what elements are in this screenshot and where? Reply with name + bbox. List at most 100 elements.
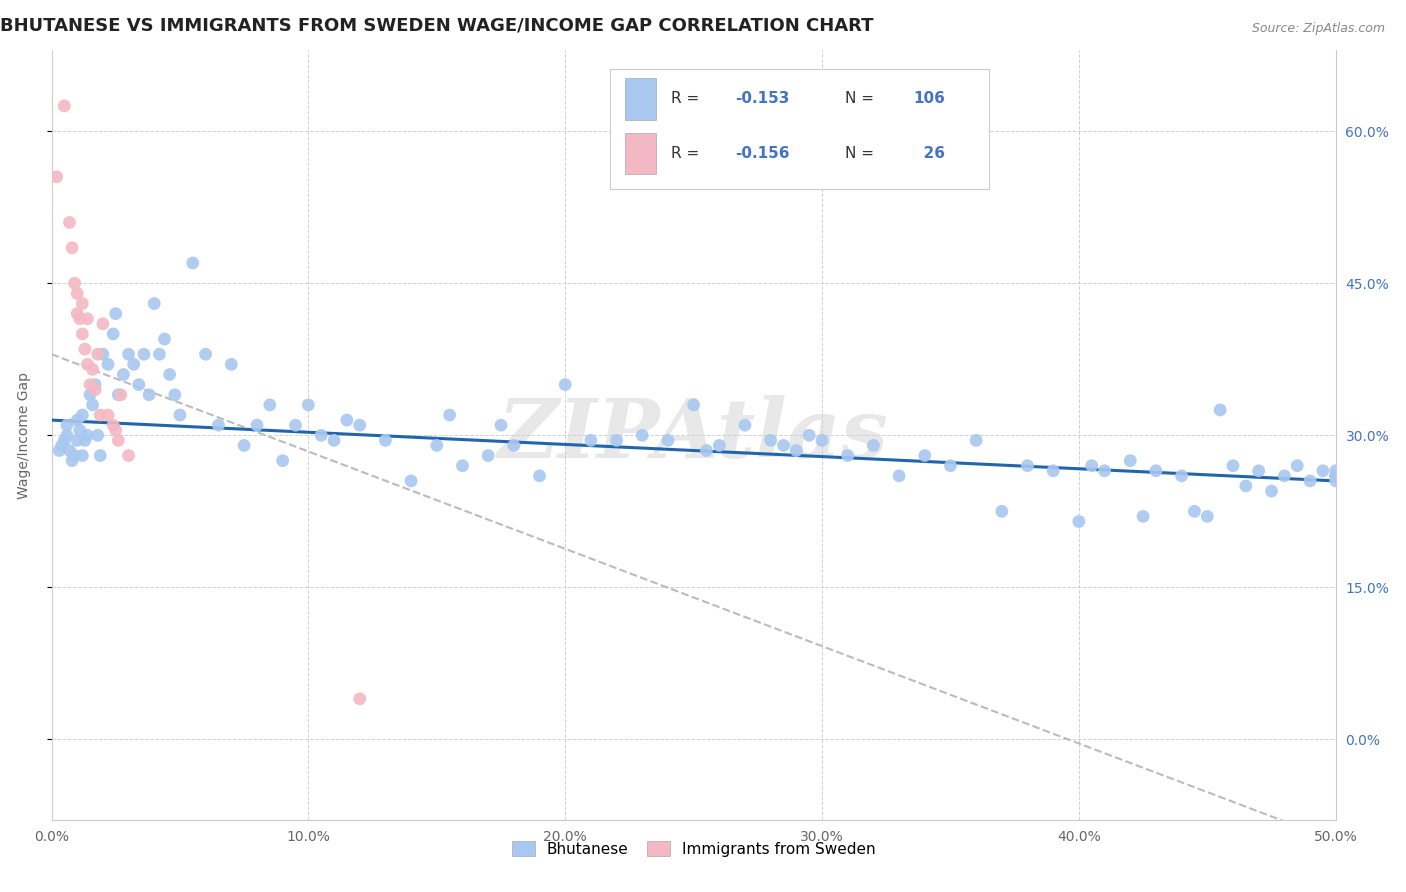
Point [1094,464,1116,478]
Point [709,438,731,452]
Point [79,377,101,392]
Point [73,434,96,448]
Point [63,277,86,291]
Point [1080,458,1102,473]
Point [374,434,396,448]
Point [89,408,111,422]
Point [554,377,576,392]
Point [117,449,139,463]
Point [579,434,602,448]
Point [132,347,155,361]
Point [399,474,422,488]
Point [101,326,124,341]
Point [56,418,79,433]
Point [1324,468,1347,483]
Point [1312,464,1334,478]
Point [451,458,474,473]
Point [1209,403,1232,417]
Point [284,418,307,433]
Point [87,428,110,442]
Point [72,408,94,422]
Point [349,691,371,706]
Point [1324,474,1347,488]
Point [66,413,89,427]
Point [104,423,127,437]
Point [682,398,704,412]
Point [233,438,256,452]
Point [965,434,987,448]
Point [1272,468,1295,483]
Point [69,423,91,437]
Point [112,368,135,382]
Point [91,317,114,331]
Point [76,357,98,371]
Point [349,418,371,433]
Point [939,458,962,473]
Point [811,434,834,448]
Point [323,434,346,448]
Point [63,449,86,463]
Point [799,428,821,442]
Point [66,434,89,448]
Point [159,368,181,382]
Point [82,398,104,412]
Point [426,438,449,452]
Point [759,434,782,448]
Point [502,438,524,452]
Point [657,434,679,448]
Y-axis label: Wage/Income Gap: Wage/Income Gap [17,372,31,499]
Point [1299,474,1322,488]
Point [89,449,111,463]
Point [1234,479,1257,493]
Point [297,398,319,412]
Point [529,468,551,483]
Point [79,388,101,402]
Point [1132,509,1154,524]
Point [82,362,104,376]
Text: ZIPAtlas: ZIPAtlas [498,395,889,475]
Point [110,388,132,402]
Point [1286,458,1309,473]
Point [138,388,160,402]
Point [58,443,80,458]
Point [69,311,91,326]
Point [143,296,166,310]
Legend: Bhutanese, Immigrants from Sweden: Bhutanese, Immigrants from Sweden [506,835,882,863]
Point [695,443,717,458]
Point [76,428,98,442]
Point [1042,464,1064,478]
Point [1184,504,1206,518]
Text: Source: ZipAtlas.com: Source: ZipAtlas.com [1251,22,1385,36]
Point [66,286,89,301]
Point [207,418,229,433]
Point [60,241,83,255]
Point [914,449,936,463]
Point [128,377,150,392]
Point [336,413,359,427]
Point [309,428,332,442]
Point [259,398,281,412]
Point [48,443,70,458]
Point [84,383,107,397]
Point [1260,484,1282,499]
Point [148,347,170,361]
Point [1119,453,1142,467]
Point [163,388,186,402]
Point [45,169,67,184]
Point [271,453,294,467]
Point [194,347,217,361]
Point [97,408,120,422]
Point [606,434,628,448]
Point [153,332,176,346]
Point [1324,468,1347,483]
Point [1067,515,1090,529]
Text: BHUTANESE VS IMMIGRANTS FROM SWEDEN WAGE/INCOME GAP CORRELATION CHART: BHUTANESE VS IMMIGRANTS FROM SWEDEN WAGE… [0,17,873,35]
Point [97,357,120,371]
Point [72,326,94,341]
Point [60,453,83,467]
Point [1324,468,1347,483]
Point [1017,458,1039,473]
Point [87,347,110,361]
Point [1247,464,1270,478]
Point [56,428,79,442]
